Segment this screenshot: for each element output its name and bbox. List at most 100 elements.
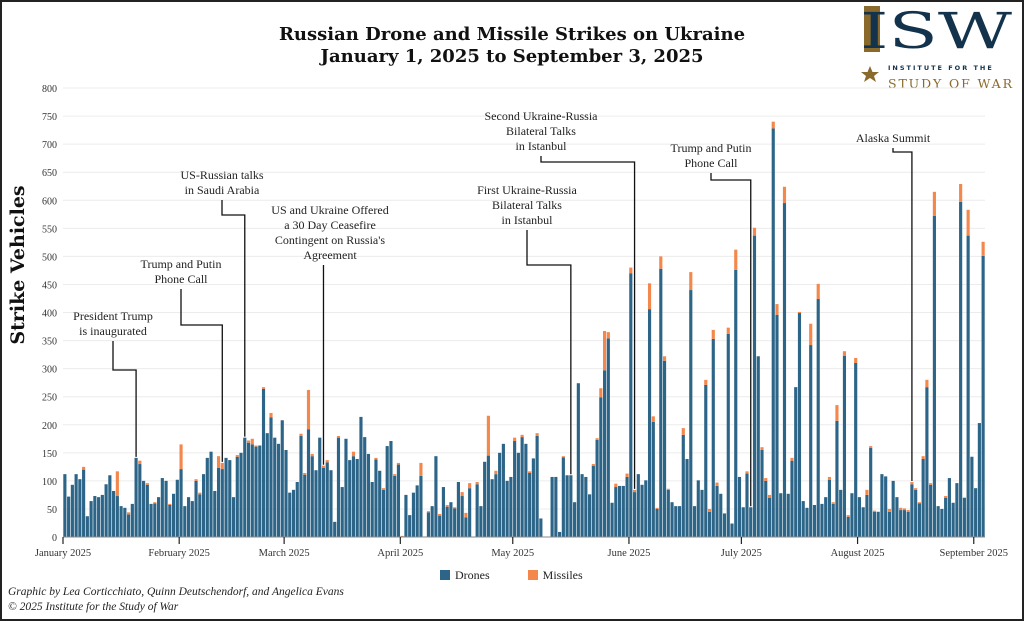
drone-bar [460, 496, 464, 537]
missiles-swatch [527, 570, 538, 580]
drone-bar [306, 429, 311, 537]
missile-bar [854, 357, 858, 364]
drone-bar [726, 333, 730, 537]
x-tick-label: September 2025 [939, 548, 1008, 559]
missile-bar [246, 440, 251, 443]
drone-bar [636, 474, 640, 537]
drone-bar [869, 447, 873, 537]
drone-bar [145, 484, 149, 537]
drone-bar [734, 269, 738, 537]
missile-bar [666, 488, 670, 490]
annotation-text: Alaska Summit [856, 131, 931, 145]
missile-bar [959, 183, 963, 202]
missile-bar [906, 510, 910, 512]
star-icon [861, 66, 879, 82]
missile-bar [250, 438, 254, 445]
missile-bar [561, 456, 565, 458]
drone-bar [745, 473, 749, 537]
missile-bar [464, 512, 468, 518]
missile-bar [595, 438, 599, 440]
missile-bar [168, 503, 172, 506]
y-tick-label: 300 [42, 365, 57, 376]
drone-bar [235, 456, 239, 537]
drone-bar [651, 421, 655, 537]
drone-bar [490, 479, 494, 537]
drone-bar [614, 487, 618, 537]
drone-bar [321, 467, 326, 537]
missile-bar [827, 476, 832, 480]
drone-bar [876, 511, 880, 537]
drone-bar [565, 475, 569, 537]
drone-bar [183, 506, 187, 537]
missile-bar [734, 249, 738, 270]
logo-letters: ISW [860, 2, 1013, 60]
drone-bar [932, 215, 936, 537]
drone-bar [164, 480, 168, 537]
drone-bar [74, 474, 78, 537]
missile-bar [921, 456, 925, 459]
missile-bar [842, 351, 847, 356]
y-tick-label: 500 [42, 252, 57, 263]
missile-bar [914, 488, 918, 490]
drone-bar [438, 515, 442, 537]
drone-bar [123, 507, 127, 537]
drone-bar [269, 417, 273, 537]
drone-bar [70, 484, 74, 537]
drone-bar [505, 480, 509, 537]
drone-bar [378, 470, 382, 537]
missile-bar [629, 267, 633, 274]
drone-bar [981, 255, 985, 537]
drone-bar [396, 464, 401, 537]
missile-bar [393, 474, 397, 476]
drone-bar [895, 497, 899, 537]
drone-bar [786, 493, 790, 537]
annotation-text: Bilateral Talks [492, 198, 562, 212]
missile-bar [453, 507, 457, 509]
missile-bar [198, 492, 202, 495]
missile-bar [704, 379, 708, 385]
drone-bar [258, 445, 262, 537]
drone-bar [501, 443, 505, 537]
drone-bar [891, 480, 895, 537]
drone-bar [659, 268, 663, 537]
missile-bar [396, 462, 401, 465]
x-tick-label: June 2025 [608, 548, 651, 559]
drone-bar [314, 470, 318, 537]
missile-bar [711, 329, 715, 339]
annotation-leader-line [526, 230, 572, 475]
x-tick-label: May 2025 [491, 548, 534, 559]
drone-bar [576, 383, 580, 537]
drone-bar [186, 497, 191, 537]
drone-bar [393, 475, 397, 537]
drone-bar [561, 457, 565, 537]
drone-bar [318, 437, 322, 537]
chart-title-line2: January 1, 2025 to September 3, 2025 [320, 46, 704, 67]
annotation-text: is inaugurated [79, 324, 147, 338]
drone-bar [749, 507, 753, 537]
annotation-text: Trump and Putin [671, 141, 752, 155]
drone-bar [149, 503, 153, 537]
missile-bar [400, 535, 404, 537]
drone-bar [603, 370, 607, 537]
missile-bar [869, 446, 873, 448]
drone-bar [580, 474, 584, 537]
missile-bar [115, 471, 119, 497]
annotation-text: Trump and Putin [141, 257, 222, 271]
drone-bar [127, 514, 131, 537]
drone-bar [475, 484, 479, 537]
credits: Graphic by Lea Corticchiato, Quinn Deuts… [8, 585, 428, 615]
missile-bar [925, 379, 929, 388]
drone-bar [584, 476, 588, 537]
missile-bar [179, 444, 183, 470]
annotation-leader-line [112, 341, 137, 457]
x-tick-label: February 2025 [148, 548, 210, 559]
drone-bar [842, 355, 847, 537]
drone-bar [677, 506, 682, 537]
annotation-text: Second Ukraine-Russia [485, 109, 599, 123]
missile-bar [902, 508, 906, 511]
drone-bar [625, 476, 629, 537]
missile-bar [790, 457, 794, 461]
y-tick-label: 200 [42, 421, 57, 432]
missile-bar [299, 433, 303, 436]
